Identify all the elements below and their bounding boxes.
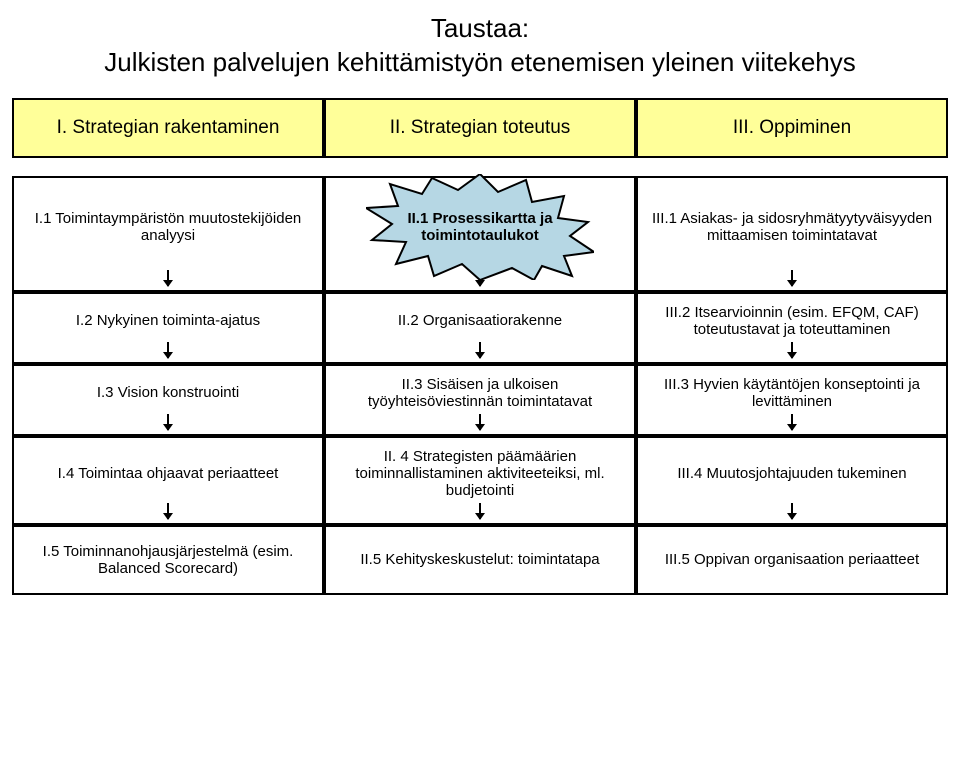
cell-2-1: I.2 Nykyinen toiminta-ajatus — [12, 292, 324, 364]
arrow-down-icon — [791, 342, 793, 358]
cell-3-2: II.3 Sisäisen ja ulkoisen työyhteisövies… — [324, 364, 636, 436]
cell-3-1: I.3 Vision konstruointi — [12, 364, 324, 436]
arrow-down-icon — [791, 270, 793, 286]
cell-4-3: III.4 Muutosjohtajuuden tukeminen — [636, 436, 948, 525]
cell-2-1-text: I.2 Nykyinen toiminta-ajatus — [76, 312, 260, 329]
arrow-down-icon — [479, 342, 481, 358]
cell-3-1-text: I.3 Vision konstruointi — [97, 384, 239, 401]
cell-2-3: III.2 Itsearvioinnin (esim. EFQM, CAF) t… — [636, 292, 948, 364]
col-header-2: II. Strategian toteutus — [324, 98, 636, 158]
col-header-3-text: III. Oppiminen — [733, 117, 851, 139]
arrow-down-icon — [479, 503, 481, 519]
cell-4-2: II. 4 Strategisten päämäärien toiminnall… — [324, 436, 636, 525]
cell-5-3-text: III.5 Oppivan organisaation periaatteet — [665, 551, 919, 568]
arrow-down-icon — [167, 414, 169, 430]
cell-5-2-text: II.5 Kehityskeskustelut: toimintatapa — [360, 551, 599, 568]
arrow-down-icon — [167, 503, 169, 519]
col-header-2-text: II. Strategian toteutus — [390, 117, 571, 139]
cell-2-3-text: III.2 Itsearvioinnin (esim. EFQM, CAF) t… — [646, 304, 938, 338]
arrow-down-icon — [791, 503, 793, 519]
arrow-down-icon — [791, 414, 793, 430]
col-header-1: I. Strategian rakentaminen — [12, 98, 324, 158]
arrow-down-icon — [167, 270, 169, 286]
cell-2-2: II.2 Organisaatiorakenne — [324, 292, 636, 364]
cell-5-2: II.5 Kehityskeskustelut: toimintatapa — [324, 525, 636, 595]
col-header-3: III. Oppiminen — [636, 98, 948, 158]
title-line-2: Julkisten palvelujen kehittämistyön eten… — [104, 47, 856, 77]
cell-1-1: I.1 Toimintaympäristön muutostekijöiden … — [12, 176, 324, 292]
cell-3-2-text: II.3 Sisäisen ja ulkoisen työyhteisövies… — [334, 376, 626, 410]
cell-3-3: III.3 Hyvien käytäntöjen konseptointi ja… — [636, 364, 948, 436]
cell-1-3-text: III.1 Asiakas- ja sidosryhmätyytyväisyyd… — [646, 210, 938, 244]
cell-1-3: III.1 Asiakas- ja sidosryhmätyytyväisyyd… — [636, 176, 948, 292]
cell-5-3: III.5 Oppivan organisaation periaatteet — [636, 525, 948, 595]
cell-1-2-burst: II.1 Prosessikartta ja toimintotaulukot — [324, 176, 636, 292]
cell-4-1: I.4 Toimintaa ohjaavat periaatteet — [12, 436, 324, 525]
title-line-1: Taustaa: — [431, 13, 529, 43]
arrow-down-icon — [479, 414, 481, 430]
cell-4-1-text: I.4 Toimintaa ohjaavat periaatteet — [58, 465, 279, 482]
cell-5-1-text: I.5 Toiminnanohjausjärjestelmä (esim. Ba… — [22, 543, 314, 577]
cell-2-2-text: II.2 Organisaatiorakenne — [398, 312, 562, 329]
cell-1-1-text: I.1 Toimintaympäristön muutostekijöiden … — [22, 210, 314, 244]
cell-3-3-text: III.3 Hyvien käytäntöjen konseptointi ja… — [646, 376, 938, 410]
cell-5-1: I.5 Toiminnanohjausjärjestelmä (esim. Ba… — [12, 525, 324, 595]
diagram-title: Taustaa: Julkisten palvelujen kehittämis… — [12, 12, 948, 80]
col-header-1-text: I. Strategian rakentaminen — [57, 117, 280, 139]
arrow-down-icon — [167, 342, 169, 358]
cell-1-2-text: II.1 Prosessikartta ja toimintotaulukot — [380, 188, 580, 266]
burst-shape: II.1 Prosessikartta ja toimintotaulukot — [380, 188, 580, 266]
cell-4-3-text: III.4 Muutosjohtajuuden tukeminen — [677, 465, 906, 482]
diagram-grid: I. Strategian rakentaminen II. Strategia… — [12, 98, 948, 595]
cell-4-2-text: II. 4 Strategisten päämäärien toiminnall… — [334, 448, 626, 499]
